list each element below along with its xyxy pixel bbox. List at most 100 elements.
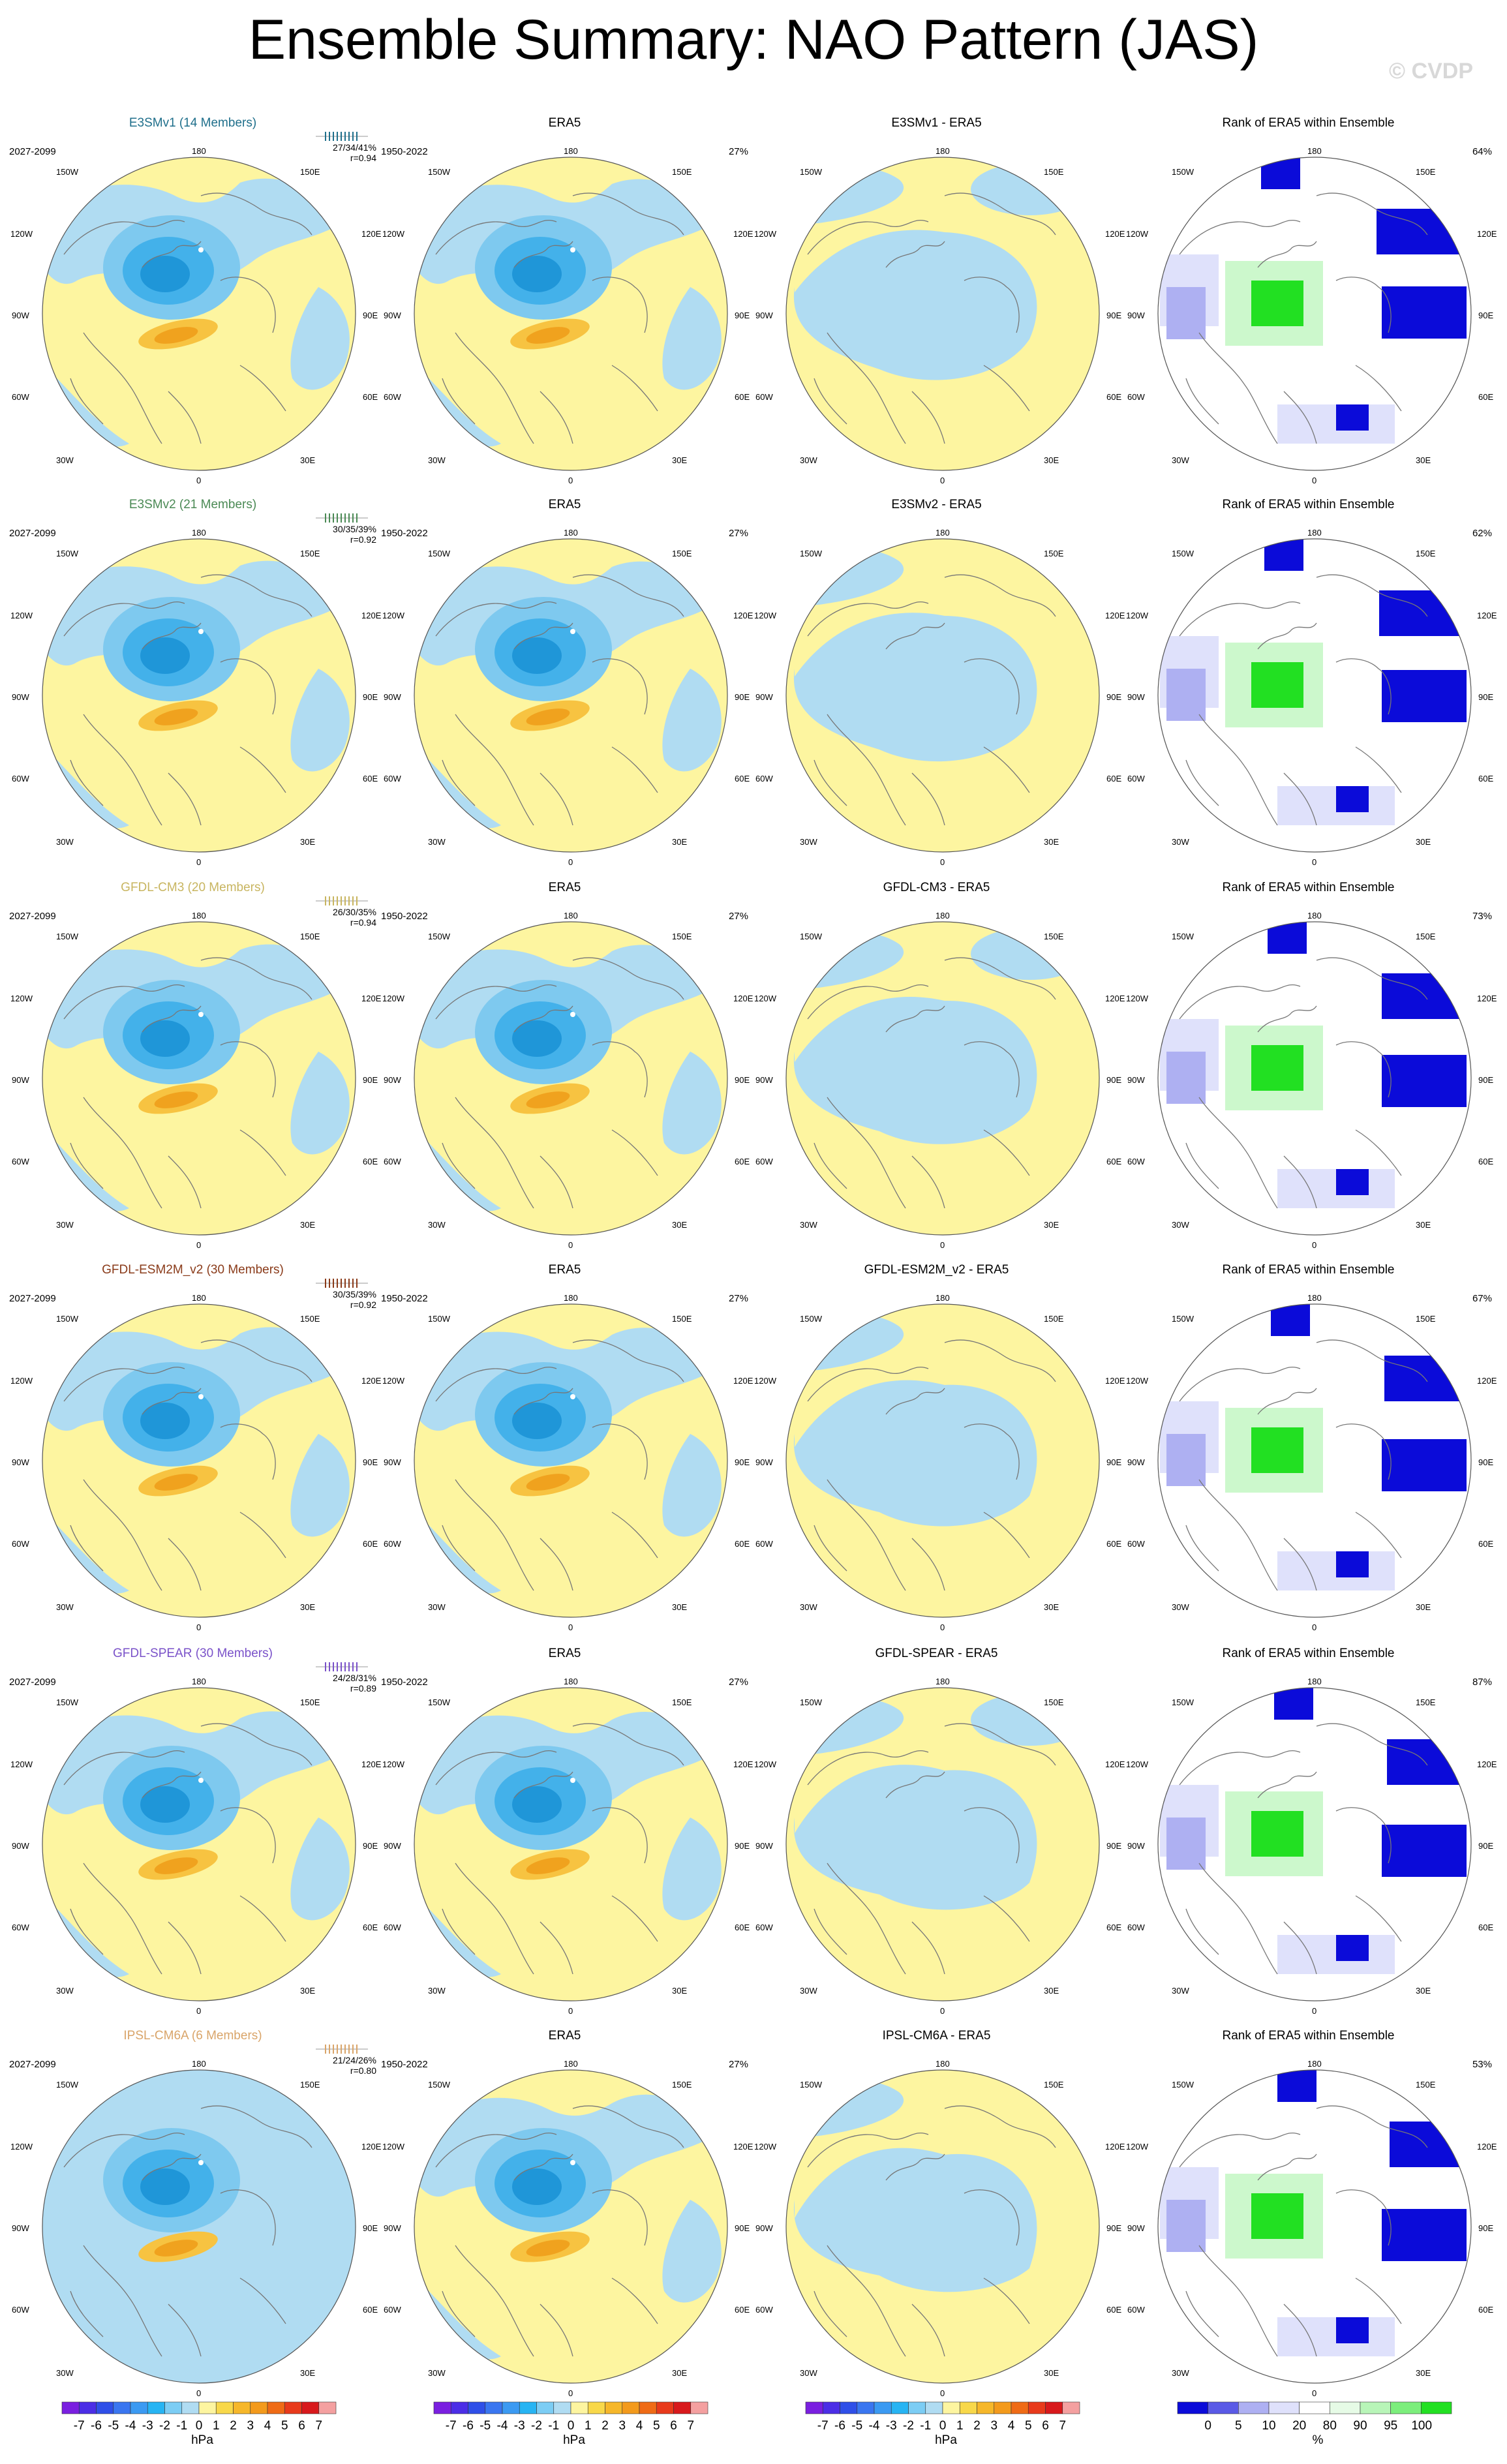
coastline [513, 1388, 573, 1415]
longitude-label: 30E [1416, 1220, 1431, 1230]
coastline [1179, 1750, 1301, 1786]
hpa-colorbar: -7 -6 -5 -4 -3 -2 -1 0 1 2 3 4 5 6 7 hPa [421, 2401, 727, 2459]
polar-map [785, 538, 1100, 853]
longitude-label: 150E [300, 2080, 320, 2090]
longitude-label: 150E [1416, 932, 1436, 941]
longitude-label: 120E [1477, 611, 1497, 620]
coastline [1335, 658, 1392, 715]
longitude-label: 90E [1106, 1841, 1122, 1851]
longitude-label: 30E [672, 1602, 688, 1612]
colorbar-swatch [690, 2401, 708, 2414]
model-title: GFDL-SPEAR (30 Members) [113, 1647, 273, 1660]
longitude-label: 0 [568, 1240, 573, 1250]
coastline [1185, 759, 1219, 806]
polar-map [1157, 921, 1472, 1236]
coastline [1283, 391, 1317, 444]
polar-map [42, 1303, 356, 1618]
longitude-label: 180 [564, 911, 578, 920]
longitude-label: 60W [1127, 1157, 1145, 1166]
longitude-label: 90W [755, 1457, 773, 1467]
longitude-label: 60E [1106, 2305, 1122, 2315]
longitude-label: 60E [735, 1923, 750, 1932]
colorbar-tick-label: 3 [990, 2419, 998, 2433]
colorbar-swatch [1268, 2401, 1300, 2414]
longitude-label: 120E [733, 2142, 754, 2152]
longitude-label: 180 [936, 911, 950, 920]
colorbar-tick-label: -1 [176, 2419, 188, 2433]
colorbar-tick-label: -4 [496, 2419, 508, 2433]
coastline [572, 1339, 684, 1382]
coastline [83, 1863, 162, 1975]
longitude-label: 0 [940, 1622, 945, 1632]
rank-cell [1336, 2317, 1369, 2343]
coastline [1185, 2290, 1219, 2337]
map-boundary [42, 2069, 356, 2384]
negative-anomaly-region [793, 613, 1037, 762]
coastline [142, 1771, 202, 1799]
coastline [220, 2189, 276, 2246]
era5-title: ERA5 [548, 1263, 581, 1277]
map-boundary [414, 1303, 728, 1618]
colorbar-swatch [805, 2401, 823, 2414]
longitude-label: 120W [1126, 611, 1148, 620]
coastline [1198, 2245, 1278, 2357]
colorbar-tick-label: -2 [531, 2419, 542, 2433]
map-boundary [1157, 1687, 1472, 2001]
polar-map [785, 921, 1100, 1236]
colorbar-tick-label: 6 [1042, 2419, 1049, 2433]
longitude-label: 60E [1478, 1157, 1494, 1166]
longitude-label: 180 [192, 146, 206, 156]
longitude-label: 150E [1044, 167, 1064, 177]
longitude-label: 150W [56, 549, 78, 558]
rank-cell [1271, 1304, 1310, 1336]
colorbar-swatch [1238, 2401, 1270, 2414]
rank-title: Rank of ERA5 within Ensemble [1222, 1263, 1395, 1277]
coastline [592, 1041, 648, 1098]
difference-map-panel: E3SMv2 - ERA5 180 150W 150E 120W 120E 90W 90E 60… [749, 498, 1125, 871]
longitude-label: 60E [735, 392, 750, 402]
colorbar-swatch [622, 2401, 640, 2414]
longitude-label: 180 [1307, 146, 1322, 156]
model-title: E3SMv1 (14 Members) [129, 116, 257, 130]
longitude-label: 60W [12, 1157, 29, 1166]
longitude-label: 120W [382, 1376, 404, 1386]
map-boundary [414, 1687, 728, 2001]
longitude-label: 180 [564, 146, 578, 156]
colorbar-tick-label: 0 [939, 2419, 947, 2433]
rank-percent: 73% [1472, 911, 1492, 922]
longitude-label: 120E [1105, 1376, 1125, 1386]
negative-anomaly-region [793, 230, 1037, 380]
coastline [964, 1041, 1020, 1098]
coastline [983, 365, 1030, 412]
pc-percent-range: 30/35/39% [333, 1289, 376, 1300]
rank-cell [1274, 1688, 1313, 1720]
longitude-label: 0 [196, 2388, 202, 2398]
map-boundary [785, 2069, 1100, 2384]
rank-percent: 53% [1472, 2059, 1492, 2070]
rank-cell [1382, 670, 1467, 722]
colorbar-swatch [1421, 2401, 1452, 2414]
pattern-correlation: r=0.94 [350, 153, 376, 163]
longitude-label: 30E [1044, 1602, 1059, 1612]
colorbar-swatch [61, 2401, 80, 2414]
coastline [435, 601, 557, 637]
pc-percent-range: 24/28/31% [333, 1673, 376, 1683]
longitude-label: 90E [735, 1457, 750, 1467]
period-label: 2027-2099 [9, 1293, 56, 1304]
longitude-label: 150E [1416, 1314, 1436, 1324]
coastline [1179, 1366, 1301, 1402]
coastline [911, 391, 945, 444]
colorbar-unit: hPa [191, 2433, 213, 2447]
colorbar-swatch [250, 2401, 268, 2414]
longitude-label: 180 [936, 1677, 950, 1686]
page-title: Ensemble Summary: NAO Pattern (JAS) [248, 8, 1259, 71]
longitude-label: 90W [12, 1841, 29, 1851]
longitude-label: 90E [1106, 1075, 1122, 1085]
colorbar-swatch [605, 2401, 623, 2414]
coastline [827, 1863, 906, 1975]
rank-cell [1336, 1169, 1369, 1195]
longitude-label: 150E [1044, 932, 1064, 941]
coastline [827, 1479, 906, 1591]
longitude-label: 120W [754, 1376, 776, 1386]
map-boundary [1157, 157, 1472, 471]
